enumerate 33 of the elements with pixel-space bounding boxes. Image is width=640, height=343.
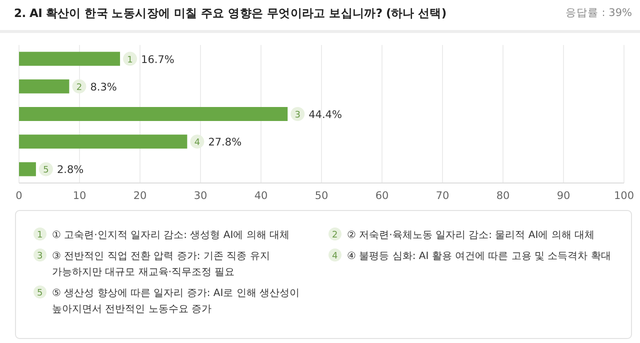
text: 4 ④ 불평등 심화: AI 활용 여건에 따른 고용 및 소득격차 확대 <box>332 251 611 262</box>
x-tick-label: 100 <box>614 190 634 202</box>
bar <box>19 79 70 94</box>
x-tick-label: 40 <box>254 190 268 202</box>
x-tick-label: 80 <box>496 190 510 202</box>
x-tick-label: 70 <box>436 190 450 202</box>
text: 1 ① 고숙련·인지적 일자리 감소: 생성형 AI에 의해 대체 <box>37 230 290 241</box>
x-tick-label: 20 <box>133 190 147 202</box>
chart-title: 2. AI 확산이 한국 노동시장에 미칠 주요 영향은 무엇이라고 보십니까? (하나 선택) <box>14 6 446 21</box>
annotation: 4 <box>194 138 200 148</box>
bar <box>19 134 188 149</box>
data-label: 16.7% <box>141 54 174 66</box>
data-label: 27.8% <box>208 136 242 149</box>
x-tick-label: 10 <box>72 190 86 202</box>
bar <box>19 107 288 121</box>
x-tick-label: 50 <box>314 190 328 202</box>
x-tick-label: 30 <box>194 190 208 202</box>
bar <box>19 162 36 176</box>
data-label: 2.8% <box>56 164 84 176</box>
text: 2 ② 저숙련·육체노동 일자리 감소: 물리적 AI에 의해 대체 <box>332 230 595 241</box>
x-tick-label: 0 <box>16 190 22 202</box>
data-label: 8.3% <box>90 81 117 94</box>
chart-subtitle: 응답률 : 39% <box>565 6 632 20</box>
annotation: 2 <box>76 82 82 93</box>
annotation: 3 <box>294 110 300 120</box>
annotation: 5 <box>43 166 49 176</box>
annotation: 1 <box>127 55 133 66</box>
x-tick-label: 90 <box>556 190 570 202</box>
bar <box>19 52 120 66</box>
x-tick-label: 60 <box>375 190 389 202</box>
text: 5 ⑤ 생산성 향상에 따른 일자리 증가: AI로 인해 생산성이 높아지면서 전반적인 노동수요 증가 <box>37 288 300 315</box>
text: 3 ③ 전반적인 직업 전환 압력 증가: 기존 직종 유지 가능하지만 대규모 재교육·직무조정 필요 <box>37 251 270 278</box>
data-label: 44.4% <box>308 109 342 121</box>
